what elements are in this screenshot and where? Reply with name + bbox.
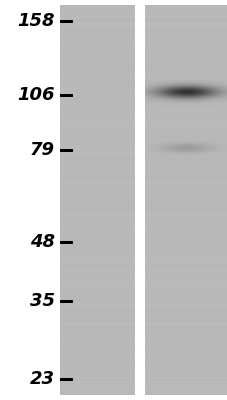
Text: 106: 106 — [17, 86, 55, 104]
Text: 23: 23 — [30, 370, 55, 388]
Text: 158: 158 — [17, 12, 55, 30]
Text: 35: 35 — [30, 292, 55, 310]
Text: 79: 79 — [30, 141, 55, 159]
Text: 48: 48 — [30, 234, 55, 252]
